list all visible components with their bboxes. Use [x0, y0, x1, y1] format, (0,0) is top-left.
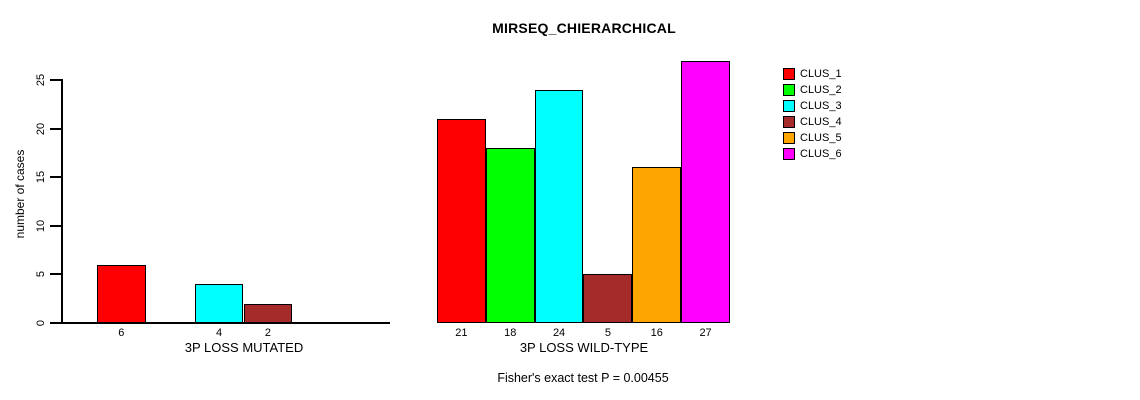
- y-tick-label: 25: [35, 73, 47, 87]
- legend-row: CLUS_1: [783, 66, 842, 82]
- bar-value-label: 27: [699, 327, 712, 339]
- y-tick: [50, 322, 62, 324]
- legend-row: CLUS_5: [783, 130, 842, 146]
- bar-clus_3: [194, 284, 244, 323]
- group-label-3p-loss-wild-type: 3P LOSS WILD-TYPE: [519, 340, 649, 355]
- bar-value-label: 24: [552, 327, 566, 339]
- y-axis-line: [61, 79, 63, 324]
- bar-value-label: 21: [455, 327, 468, 339]
- legend-row: CLUS_6: [783, 146, 842, 162]
- legend-swatch-icon: [783, 132, 795, 144]
- bar-value-label: 6: [118, 327, 125, 339]
- legend-label: CLUS_2: [800, 84, 842, 96]
- legend-label: CLUS_1: [800, 68, 842, 80]
- x-axis-line: [62, 322, 390, 324]
- y-tick-label: 10: [35, 219, 47, 232]
- bar-value-label: 4: [215, 327, 223, 339]
- bar-clus_3: [534, 89, 584, 323]
- y-tick: [50, 224, 62, 227]
- bar-value-label: 5: [604, 327, 611, 339]
- bar-value-label: 16: [650, 327, 663, 339]
- y-tick: [50, 127, 62, 130]
- bar-clus_1: [96, 264, 146, 323]
- y-tick-label: 0: [35, 319, 47, 327]
- legend-swatch-icon: [783, 148, 795, 160]
- bar-clus_1: [437, 118, 486, 323]
- bar-clus_4: [583, 274, 633, 323]
- legend-row: CLUS_2: [783, 82, 842, 98]
- bar-clus_4: [243, 303, 293, 323]
- legend-swatch-icon: [783, 84, 795, 96]
- chart-title: MIRSEQ_CHIERARCHICAL: [492, 20, 676, 36]
- legend-label: CLUS_4: [800, 116, 842, 128]
- legend-label: CLUS_3: [800, 100, 842, 112]
- y-tick: [50, 273, 62, 276]
- legend-swatch-icon: [783, 100, 795, 112]
- bar-clus_5: [632, 167, 682, 323]
- legend-label: CLUS_6: [800, 148, 842, 160]
- legend-swatch-icon: [783, 116, 795, 128]
- y-tick: [50, 176, 62, 179]
- bar-value-label: 18: [504, 327, 517, 339]
- bar-clus_6: [681, 60, 730, 323]
- bar-value-label: 2: [264, 327, 271, 339]
- y-tick-label: 20: [35, 122, 47, 135]
- y-tick-label: 5: [35, 271, 47, 278]
- y-tick-label: 15: [35, 171, 47, 184]
- legend-row: CLUS_4: [783, 114, 842, 130]
- y-axis-title: number of cases: [13, 149, 27, 239]
- legend: CLUS_1 CLUS_2 CLUS_3 CLUS_4 CLUS_5 CLUS_6: [783, 66, 842, 162]
- bar-clus_2: [485, 148, 535, 323]
- y-tick: [50, 79, 62, 81]
- fisher-test-annotation: Fisher's exact test P = 0.00455: [497, 371, 669, 385]
- legend-label: CLUS_5: [800, 132, 842, 144]
- legend-swatch-icon: [783, 68, 795, 80]
- legend-row: CLUS_3: [783, 98, 842, 114]
- group-label-3p-loss-mutated: 3P LOSS MUTATED: [184, 340, 304, 355]
